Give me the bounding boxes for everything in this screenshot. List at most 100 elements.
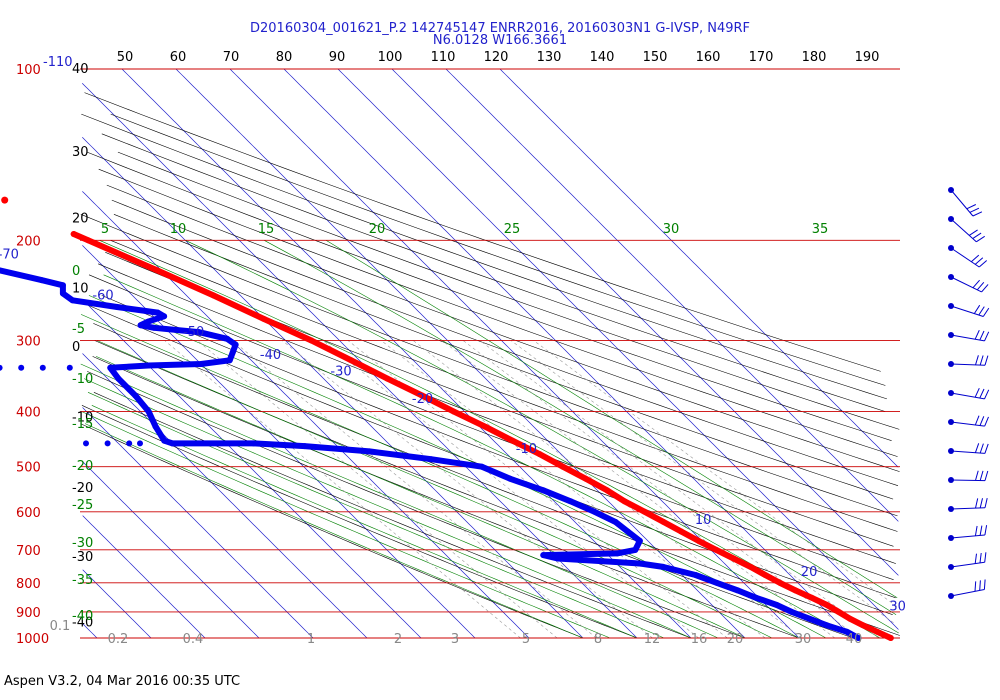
dewpoint-profile-point <box>614 550 621 557</box>
dewpoint-profile-point <box>161 437 168 444</box>
wind-barb-feather <box>984 497 988 508</box>
isotherm-line <box>121 68 692 639</box>
temperature-profile-point <box>582 475 589 482</box>
temperature-profile-point <box>450 408 457 415</box>
isotherm-label: -20 <box>412 392 433 407</box>
temperature-profile-point <box>660 518 667 525</box>
wind-barb-feather <box>972 211 983 217</box>
isotherm-line <box>82 353 368 639</box>
height-label: -20 <box>72 481 93 496</box>
mixing-ratio-line <box>322 340 699 639</box>
temperature-profile-point <box>846 615 853 622</box>
dewpoint-sparse-point <box>104 440 111 447</box>
moist-adiabat-line <box>325 240 898 599</box>
height-label: 30 <box>72 145 89 160</box>
wind-barb-staff <box>950 561 985 568</box>
dry-adiabat-line <box>105 252 894 547</box>
dewpoint-profile-point <box>692 572 699 578</box>
dewpoint-profile-point <box>612 518 619 525</box>
dewpoint-profile-point <box>229 349 236 356</box>
wind-barb-staff <box>950 363 986 366</box>
wind-barb-feather <box>976 281 985 291</box>
dewpoint-sparse-point <box>0 364 3 371</box>
moist-adiabat-left-label: -10 <box>72 372 93 387</box>
moist-adiabat-label: 30 <box>663 222 680 237</box>
dewpoint-profile-point <box>224 335 231 342</box>
wind-barb-staff <box>950 305 984 317</box>
dewpoint-profile-point <box>152 423 159 430</box>
dry-adiabat-line <box>97 263 896 564</box>
temperature-profile-point <box>713 546 720 553</box>
dewpoint-profile-point <box>478 463 485 470</box>
wind-barb-feather <box>979 355 984 366</box>
isotherm-line <box>82 515 206 639</box>
dewpoint-profile-point <box>226 357 233 364</box>
top-axis-label: 70 <box>223 50 240 65</box>
moist-adiabat-label: 20 <box>369 222 386 237</box>
height-label: -10 <box>72 411 93 426</box>
wind-barb-feather <box>975 498 979 509</box>
wind-barb-feather <box>973 304 981 314</box>
temperature-profile-point <box>860 622 866 629</box>
wind-barb-feather <box>974 581 977 592</box>
mixing-ratio-line <box>197 340 558 639</box>
temperature-profile-point <box>348 357 355 364</box>
pressure-label: 900 <box>16 606 41 621</box>
dry-adiabat-line <box>113 214 894 500</box>
wind-barb-feather <box>972 279 980 289</box>
wind-barb-feather <box>979 580 981 591</box>
mixing-ratio-line <box>381 340 766 639</box>
temperature-profile-point <box>384 375 391 382</box>
wind-barb-feather <box>984 389 990 400</box>
wind-barb-staff <box>950 218 977 243</box>
wind-barb-feather <box>974 257 984 265</box>
moist-adiabat-left-label: -5 <box>72 322 85 337</box>
wind-barb-feather <box>966 204 977 210</box>
dewpoint-profile-point <box>154 309 161 316</box>
wind-barb-staff <box>950 392 985 400</box>
dry-adiabat-line <box>111 199 899 486</box>
dewpoint-sparse-point <box>66 364 73 371</box>
wind-barb-feather <box>978 260 988 268</box>
dewpoint-profile-point <box>145 362 152 369</box>
dry-adiabat-line <box>98 168 898 457</box>
top-axis-label: 190 <box>855 50 880 65</box>
moist-adiabat-label: 15 <box>258 222 275 237</box>
dry-adiabat-line <box>88 274 894 580</box>
dewpoint-profile-point <box>144 318 151 325</box>
dewpoint-profile-point <box>69 297 76 304</box>
wind-barb-feather <box>984 470 989 481</box>
height-label: -30 <box>72 550 93 565</box>
dewpoint-profile-point <box>735 587 741 594</box>
dewpoint-profile-point <box>169 440 176 447</box>
dewpoint-profile-point <box>823 622 830 629</box>
dry-adiabat-line <box>80 423 584 639</box>
temperature-top-point <box>1 196 9 204</box>
wind-barb-feather <box>970 254 980 263</box>
isotherm-line <box>82 623 98 639</box>
top-axis-label: 100 <box>378 50 403 65</box>
dewpoint-profile-point <box>232 341 239 348</box>
dewpoint-profile-point <box>195 329 202 336</box>
wind-barb-staff <box>950 421 985 427</box>
mixing-ratio-label: 0.2 <box>108 632 129 647</box>
dry-adiabat-line <box>101 133 886 412</box>
moist-adiabat-line <box>91 405 638 639</box>
isotherm-label: -10 <box>516 442 537 457</box>
dry-adiabat-line <box>81 113 887 400</box>
mixing-ratio-line <box>413 340 802 639</box>
top-axis-label: 170 <box>749 50 774 65</box>
wind-barb-feather <box>969 207 980 213</box>
moist-adiabat-label: 25 <box>504 222 521 237</box>
moist-adiabat-line <box>80 314 800 639</box>
isotherm-line <box>82 137 584 639</box>
dewpoint-profile-point <box>713 579 720 586</box>
dewpoint-profile-point <box>636 537 643 544</box>
wind-barb-feather <box>974 553 977 564</box>
wind-barb-feather <box>981 284 989 293</box>
pressure-label: 600 <box>16 506 41 521</box>
dewpoint-profile-point <box>624 528 631 535</box>
dewpoint-profile-point <box>567 498 574 505</box>
dewpoint-profile-point <box>428 456 435 463</box>
